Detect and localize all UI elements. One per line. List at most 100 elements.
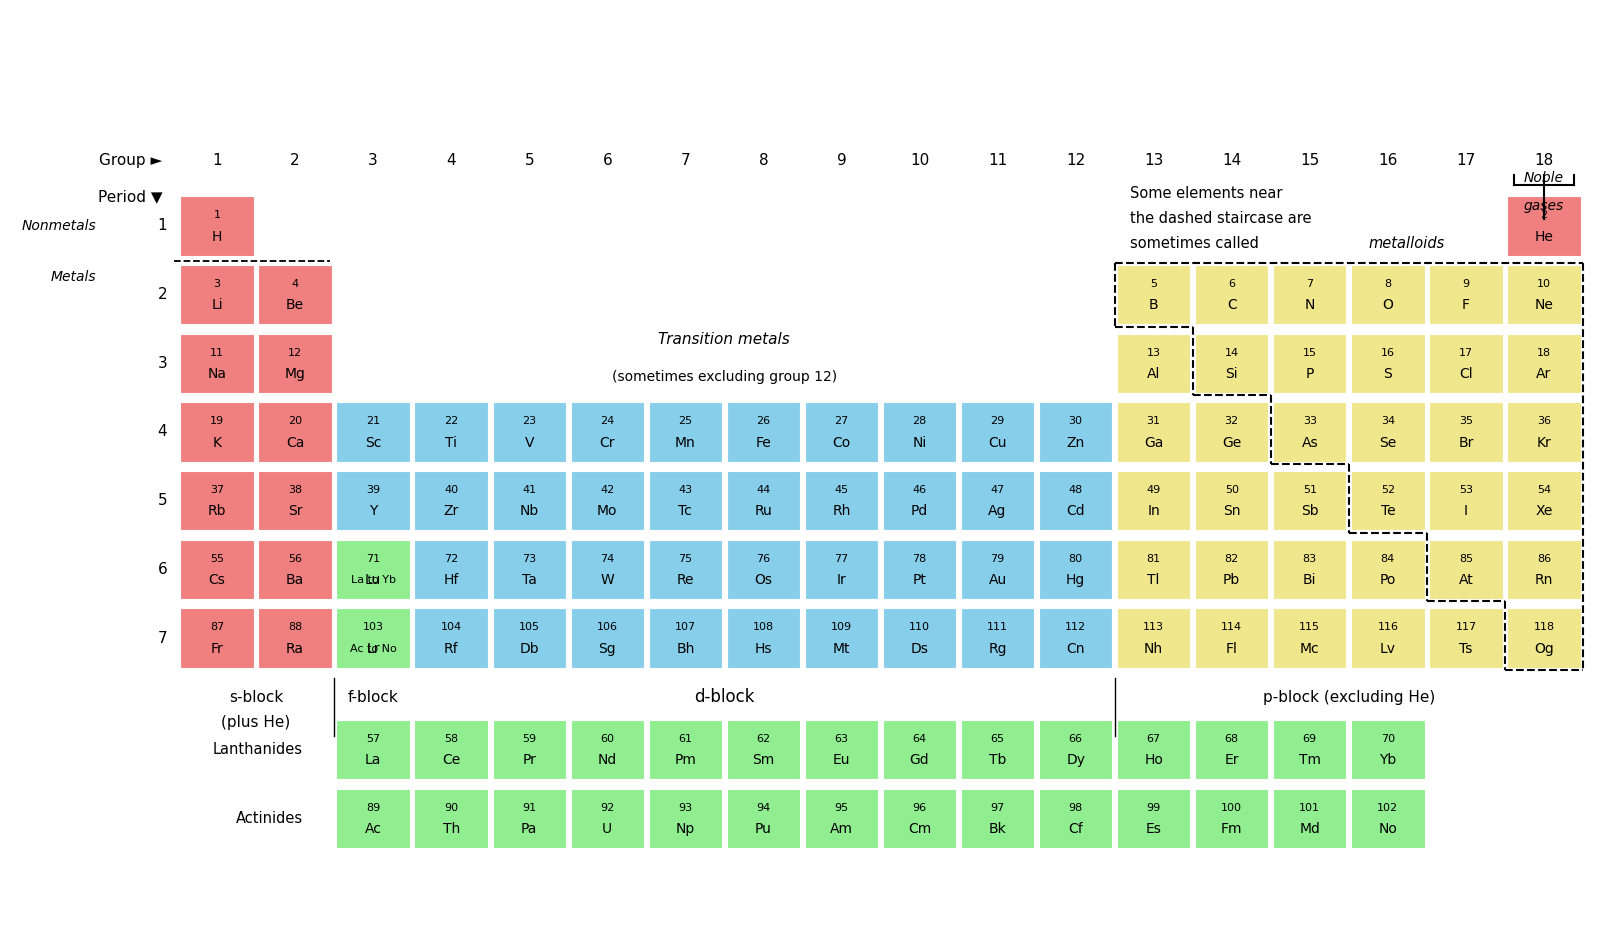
Text: 95: 95 (834, 802, 848, 813)
FancyBboxPatch shape (414, 609, 488, 668)
FancyBboxPatch shape (1507, 539, 1581, 599)
Text: O: O (1382, 298, 1394, 312)
FancyBboxPatch shape (962, 402, 1034, 462)
Text: C: C (1227, 298, 1237, 312)
Text: 64: 64 (912, 734, 926, 744)
Text: Transition metals: Transition metals (659, 332, 790, 348)
FancyBboxPatch shape (805, 789, 878, 848)
Text: 66: 66 (1069, 734, 1083, 744)
Text: 14: 14 (1224, 348, 1238, 357)
FancyBboxPatch shape (1507, 471, 1581, 530)
Text: 40: 40 (445, 485, 458, 495)
Text: Be: Be (286, 298, 304, 312)
FancyBboxPatch shape (1429, 609, 1502, 668)
Text: 10: 10 (910, 153, 930, 168)
Text: 30: 30 (1069, 416, 1083, 426)
FancyBboxPatch shape (181, 196, 254, 255)
Text: Og: Og (1534, 641, 1554, 655)
FancyBboxPatch shape (1195, 539, 1269, 599)
Text: 88: 88 (288, 623, 302, 632)
Text: Cf: Cf (1069, 822, 1083, 836)
Text: 118: 118 (1533, 623, 1555, 632)
Text: 42: 42 (600, 485, 614, 495)
Text: Es: Es (1146, 822, 1162, 836)
FancyBboxPatch shape (1274, 720, 1347, 780)
FancyBboxPatch shape (336, 539, 410, 599)
Text: As: As (1301, 436, 1318, 450)
Text: 21: 21 (366, 416, 381, 426)
Text: 79: 79 (990, 554, 1005, 564)
Text: Am: Am (830, 822, 853, 836)
Text: Na: Na (208, 367, 227, 381)
Text: Er: Er (1224, 754, 1238, 768)
Text: Lu: Lu (365, 573, 381, 587)
Text: No: No (1379, 822, 1397, 836)
Text: Mo: Mo (597, 504, 618, 518)
Text: 44: 44 (757, 485, 771, 495)
Text: 11: 11 (987, 153, 1006, 168)
Text: Po: Po (1379, 573, 1397, 587)
Text: Ac to No: Ac to No (350, 643, 397, 654)
FancyBboxPatch shape (805, 539, 878, 599)
Text: Tm: Tm (1299, 754, 1320, 768)
Text: 7: 7 (157, 630, 166, 645)
Text: Ba: Ba (286, 573, 304, 587)
Text: 36: 36 (1538, 416, 1550, 426)
FancyBboxPatch shape (1038, 471, 1112, 530)
Text: 63: 63 (835, 734, 848, 744)
Text: Zr: Zr (443, 504, 459, 518)
Text: p-block (excluding He): p-block (excluding He) (1262, 690, 1435, 705)
FancyBboxPatch shape (1429, 334, 1502, 393)
FancyBboxPatch shape (648, 609, 722, 668)
Text: Ir: Ir (837, 573, 846, 587)
FancyBboxPatch shape (1350, 609, 1424, 668)
FancyBboxPatch shape (258, 265, 331, 324)
Text: Xe: Xe (1536, 504, 1552, 518)
Text: s-block: s-block (229, 690, 283, 705)
FancyBboxPatch shape (1038, 720, 1112, 780)
FancyBboxPatch shape (571, 720, 643, 780)
FancyBboxPatch shape (414, 402, 488, 462)
FancyBboxPatch shape (493, 720, 566, 780)
Text: Rg: Rg (989, 641, 1006, 655)
FancyBboxPatch shape (1350, 471, 1424, 530)
Text: Sm: Sm (752, 754, 774, 768)
FancyBboxPatch shape (1350, 265, 1424, 324)
Text: 83: 83 (1302, 554, 1317, 564)
Text: 45: 45 (834, 485, 848, 495)
Text: 93: 93 (678, 802, 693, 813)
Text: Ga: Ga (1144, 436, 1163, 450)
Text: 32: 32 (1224, 416, 1238, 426)
Text: Metals: Metals (50, 270, 96, 284)
Text: Tc: Tc (678, 504, 693, 518)
Text: 71: 71 (366, 554, 381, 564)
Text: 85: 85 (1459, 554, 1474, 564)
Text: P: P (1306, 367, 1314, 381)
Text: 73: 73 (522, 554, 536, 564)
Text: 5: 5 (1150, 279, 1157, 289)
FancyBboxPatch shape (1507, 196, 1581, 255)
Text: Pr: Pr (522, 754, 536, 768)
Text: 98: 98 (1069, 802, 1083, 813)
FancyBboxPatch shape (336, 720, 410, 780)
FancyBboxPatch shape (726, 539, 800, 599)
FancyBboxPatch shape (883, 539, 957, 599)
FancyBboxPatch shape (726, 402, 800, 462)
Text: Os: Os (754, 573, 773, 587)
Text: 3: 3 (368, 153, 378, 168)
FancyBboxPatch shape (258, 539, 331, 599)
Text: Au: Au (989, 573, 1006, 587)
Text: 81: 81 (1147, 554, 1160, 564)
Text: Ar: Ar (1536, 367, 1552, 381)
Text: 6: 6 (1229, 279, 1235, 289)
FancyBboxPatch shape (1195, 720, 1269, 780)
Text: 111: 111 (987, 623, 1008, 632)
Text: La: La (365, 754, 381, 768)
FancyBboxPatch shape (648, 402, 722, 462)
FancyBboxPatch shape (258, 471, 331, 530)
Text: 70: 70 (1381, 734, 1395, 744)
Text: Br: Br (1458, 436, 1474, 450)
Text: Ce: Ce (442, 754, 461, 768)
Text: Zn: Zn (1067, 436, 1085, 450)
Text: 13: 13 (1144, 153, 1163, 168)
